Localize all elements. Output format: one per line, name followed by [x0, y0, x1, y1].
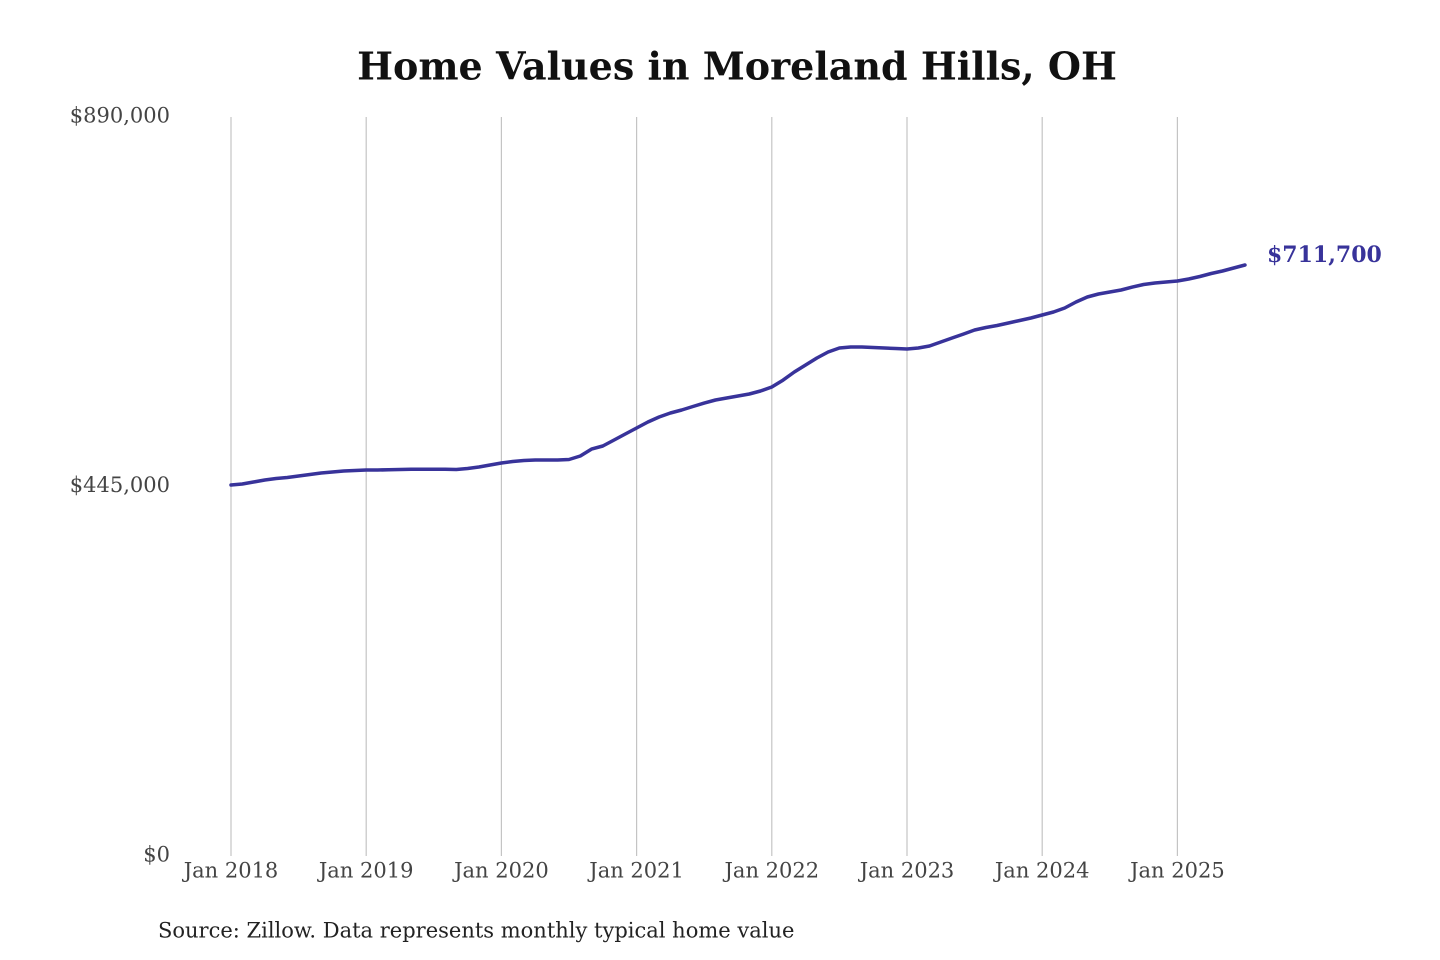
chart-title: Home Values in Moreland Hills, OH	[357, 44, 1117, 89]
data-line	[229, 263, 1247, 487]
end-value-label: $711,700	[1267, 242, 1382, 268]
x-tick-label: Jan 2022	[723, 859, 820, 883]
x-tick-label: Jan 2021	[587, 859, 684, 883]
x-tick-label: Jan 2018	[182, 859, 279, 883]
x-tick-label: Jan 2020	[452, 859, 549, 883]
y-tick-label: $0	[143, 843, 170, 867]
x-tick-label: Jan 2025	[1128, 859, 1225, 883]
x-tick-label: Jan 2024	[993, 859, 1090, 883]
y-tick-label: $445,000	[70, 473, 170, 497]
x-tick-label: Jan 2023	[858, 859, 955, 883]
x-tick-label: Jan 2019	[317, 859, 414, 883]
y-tick-label: $890,000	[70, 104, 170, 128]
source-note: Source: Zillow. Data represents monthly …	[158, 919, 794, 943]
